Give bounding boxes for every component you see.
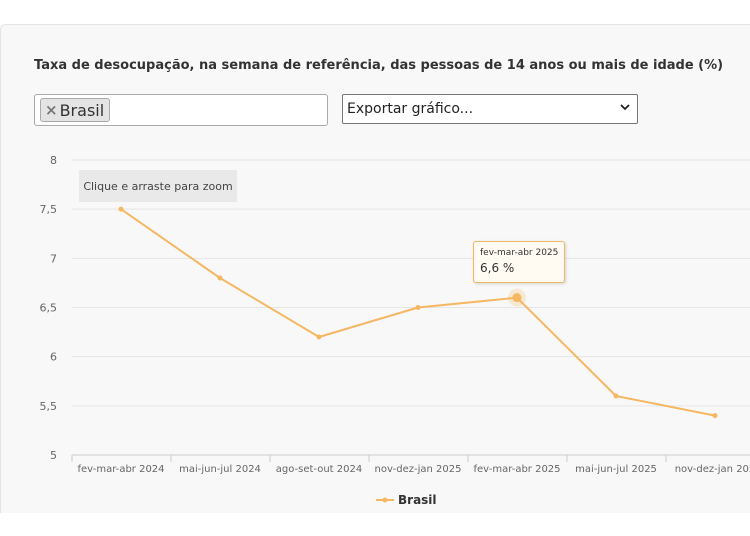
legend-label-brasil: Brasil — [398, 493, 437, 507]
remove-tag-icon[interactable]: × — [45, 101, 58, 119]
y-tick-label: 8 — [50, 154, 57, 167]
legend[interactable]: Brasil — [376, 492, 437, 508]
y-tick-label: 5,5 — [40, 400, 58, 413]
y-tick-label: 7,5 — [40, 203, 58, 216]
x-tick-label: mai-jun-jul 2025 — [575, 464, 657, 475]
tooltip-value: 6,6 % — [480, 261, 515, 275]
x-tick-label: nov-dez-jan 2025 — [375, 464, 462, 475]
data-tooltip: fev-mar-abr 2025 6,6 % — [473, 241, 565, 283]
zoom-hint: Clique e arraste para zoom — [79, 170, 237, 202]
selected-location-tag: × Brasil — [40, 98, 111, 122]
x-tick-label: fev-mar-abr 2025 — [473, 464, 560, 475]
export-chart-select[interactable]: Exportar gráfico... — [342, 94, 638, 124]
data-point[interactable] — [118, 206, 124, 212]
data-point[interactable] — [217, 275, 223, 281]
location-multiselect[interactable]: × Brasil — [34, 94, 328, 126]
x-tick-label: mai-jun-jul 2024 — [179, 464, 261, 475]
data-point[interactable] — [316, 334, 322, 340]
y-tick-label: 7 — [50, 252, 57, 265]
data-point[interactable] — [415, 305, 421, 310]
data-point[interactable] — [512, 293, 522, 303]
x-tick-label: nov-dez-jan 202 — [675, 464, 750, 475]
y-tick-label: 5 — [50, 449, 57, 462]
chevron-down-icon — [620, 104, 630, 111]
x-tick-label: ago-set-out 2024 — [276, 464, 362, 475]
series-line-brasil — [120, 208, 716, 417]
x-tick-label: fev-mar-abr 2024 — [77, 464, 164, 475]
legend-line-icon — [376, 497, 394, 503]
export-chart-label: Exportar gráfico... — [347, 101, 474, 117]
data-point[interactable] — [613, 393, 619, 399]
chart-title: Taxa de desocupação, na semana de referê… — [34, 58, 724, 73]
tooltip-category: fev-mar-abr 2025 — [480, 248, 559, 258]
data-point[interactable] — [712, 413, 718, 419]
y-tick-label: 6,5 — [40, 302, 58, 315]
selected-location-label: Brasil — [59, 100, 105, 120]
y-tick-label: 6 — [50, 351, 57, 364]
